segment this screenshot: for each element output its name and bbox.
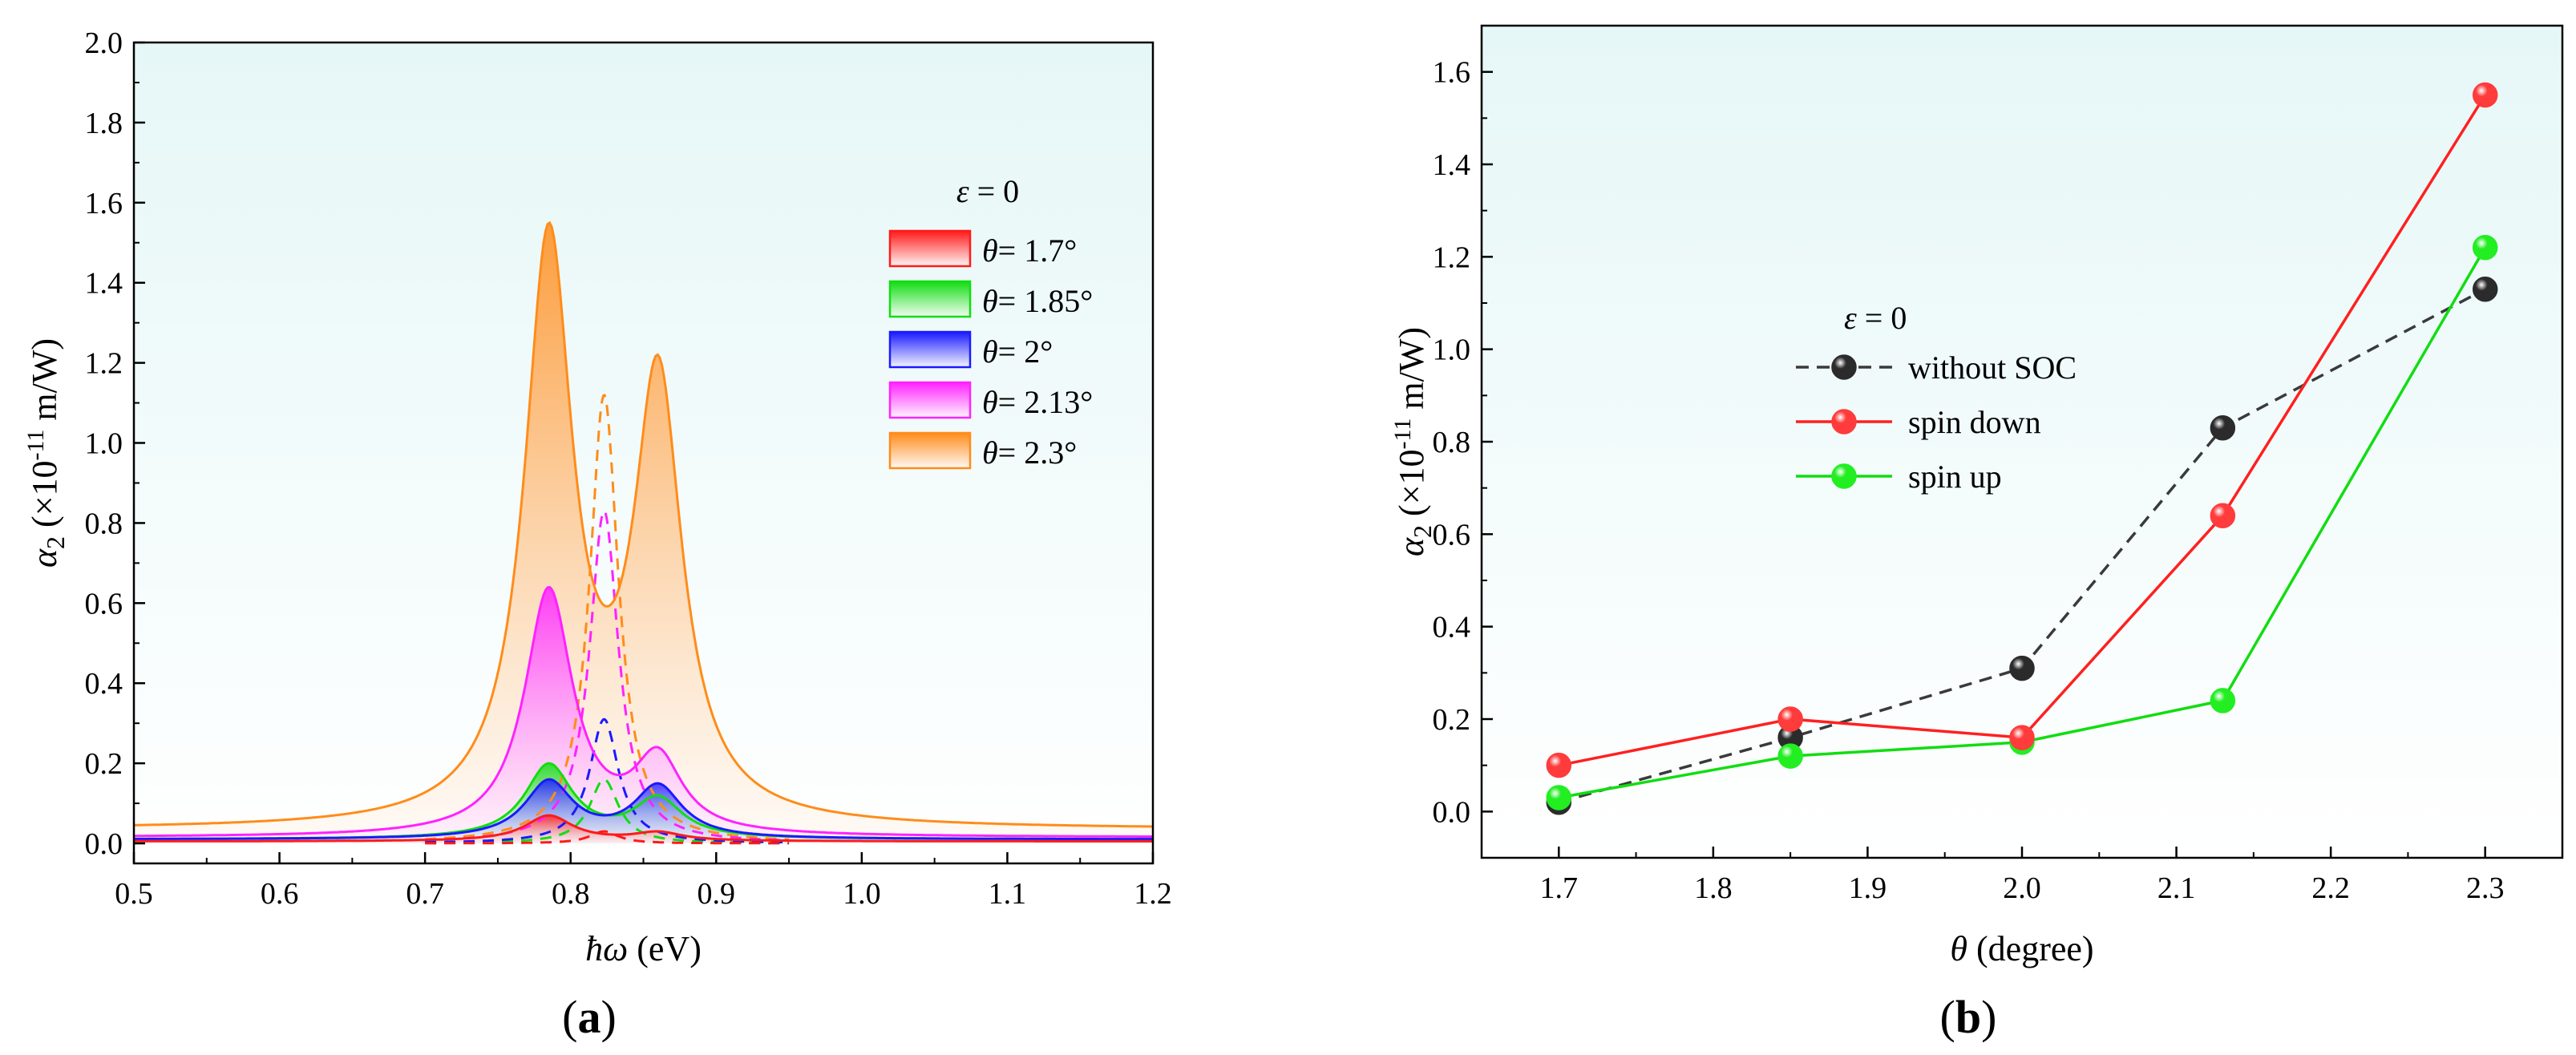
y-axis-label-b: α2 (×10-11 m/W) [1389,327,1437,556]
x-tick-label-b: 2.1 [2157,871,2196,905]
legend-a: ε = 0 θ= 1.7° θ= 1.85° θ= 2° θ= 2.13° θ= 2.3° [888,173,1093,471]
series-line-2-13 [134,585,1153,838]
y-tick-label-a: 2.0 [85,26,123,60]
y-axis-label-a: α2 (×10-11 m/W) [22,338,70,568]
y-tick-label-a: 1.2 [85,347,123,381]
series-line-2-3 [134,220,1153,828]
x-tick-label-b: 1.8 [1694,871,1733,905]
y-tick-label-a: 0.2 [85,747,123,781]
y-tick-label-a: 0.8 [85,507,123,540]
legend-label-spin-down: spin down [1908,404,2041,440]
series-area-1-7 [134,815,1153,844]
data-point-spin-up [2472,235,2498,261]
legend-marker-spin-down [1831,409,1857,435]
data-point-without-soc [2009,655,2035,681]
x-tick-label-a: 1.0 [843,877,881,911]
panel-label-b: (b) [1940,991,1997,1043]
data-point-spin-up [1777,743,1803,769]
data-point-spin-down [2472,82,2498,108]
y-tick-label-b: 0.6 [1433,518,1471,552]
x-tick-label-a: 0.9 [698,877,736,911]
x-tick-label-b: 1.7 [1540,871,1579,905]
y-tick-label-b: 1.6 [1433,56,1471,90]
series-dashed-1-7 [425,830,790,845]
x-tick-label-a: 0.6 [261,877,299,911]
legend-label-1-85: θ= 1.85° [982,283,1093,319]
legend-swatch-1-7 [888,229,972,268]
y-tick-label-a: 0.0 [85,827,123,861]
x-tick-label-a: 0.7 [406,877,444,911]
plot-background-b [1482,26,2562,858]
series-line-1-7 [134,814,1153,843]
y-tick-label-a: 1.4 [85,267,123,301]
x-axis-label-a: ħω (eV) [585,929,702,968]
x-tick-label-b: 1.9 [1849,871,1887,905]
x-tick-label-a: 1.1 [989,877,1027,911]
legend-swatch-2-13 [888,381,972,419]
y-tick-label-a: 1.0 [85,427,123,461]
x-tick-label-b: 2.3 [2466,871,2505,905]
legend-marker-spin-up [1831,463,1857,489]
x-tick-label-a: 1.2 [1134,877,1172,911]
data-point-spin-down [2210,503,2236,529]
y-tick-label-b: 0.2 [1433,703,1471,737]
y-tick-label-b: 0.4 [1433,611,1471,645]
series-line-2 [134,778,1153,841]
panel-label-a: (a) [562,991,617,1043]
x-tick-label-a: 0.8 [552,877,590,911]
data-point-without-soc [2210,414,2236,441]
legend-marker-without-soc [1831,354,1857,380]
legend-swatch-1-85 [888,280,972,318]
y-tick-label-a: 0.4 [85,667,123,701]
data-point-spin-up [2210,688,2236,713]
data-point-spin-up [1546,785,1572,810]
legend-label-spin-up: spin up [1908,459,2002,495]
series-area-2 [134,779,1153,844]
data-point-spin-down [1546,752,1572,778]
x-tick-label-b: 2.0 [2003,871,2041,905]
data-point-without-soc [2472,276,2498,302]
series-dashed-2-3 [425,394,790,841]
legend-label-2: θ= 2° [982,333,1053,370]
legend-label-without-soc: without SOC [1908,350,2077,386]
y-tick-label-b: 1.2 [1433,241,1471,274]
series-area-2-3 [134,222,1153,844]
chart-panel-b: 1.7 1.8 1.9 2.0 2.1 2.2 2.3 0.0 0.2 0.4 0.6 0.8 1.0… [1389,24,2564,1043]
y-tick-label-b: 1.0 [1433,333,1471,367]
y-tick-label-a: 0.6 [85,587,123,620]
legend-label-2-3: θ= 2.3° [982,435,1077,471]
legend-header-a: ε = 0 [956,173,1019,209]
x-tick-label-b: 2.2 [2311,871,2350,905]
y-tick-label-b: 0.0 [1433,795,1471,829]
chart-panel-a: 0.5 0.6 0.7 0.8 0.9 1.0 1.1 1.2 0.0 0.2 0.4 0.6 0.8… [22,26,1172,1043]
data-point-spin-down [1777,706,1803,732]
y-tick-label-a: 1.6 [85,187,123,220]
legend-label-2-13: θ= 2.13° [982,384,1093,420]
data-point-spin-down [2009,725,2035,750]
legend-swatch-2-3 [888,431,972,470]
series-dashed-2 [425,717,790,844]
x-axis-label-b: θ (degree) [1950,929,2093,968]
legend-header-b: ε = 0 [1844,300,1907,336]
x-tick-label-a: 0.5 [115,877,153,911]
legend-label-1-7: θ= 1.7° [982,232,1077,269]
legend-swatch-2 [888,330,972,369]
y-tick-label-a: 1.8 [85,107,123,140]
y-tick-label-b: 1.4 [1433,148,1471,182]
y-tick-label-b: 0.8 [1433,426,1471,459]
